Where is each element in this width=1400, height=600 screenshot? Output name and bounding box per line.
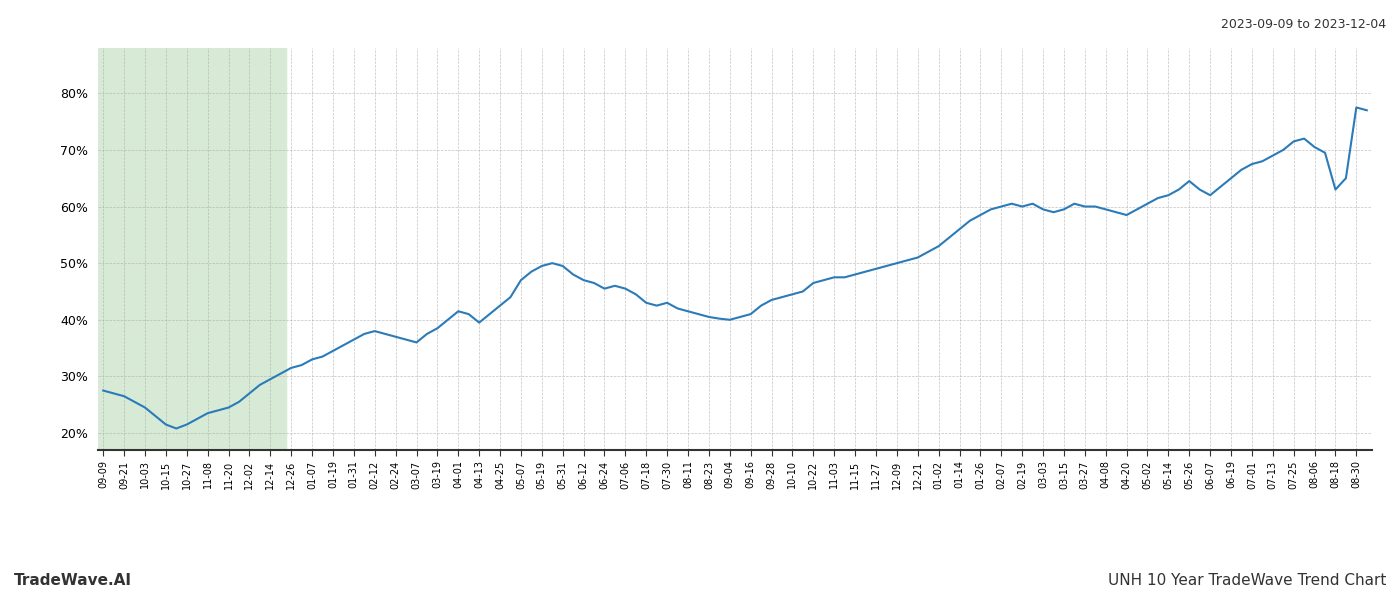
Text: TradeWave.AI: TradeWave.AI — [14, 573, 132, 588]
Text: UNH 10 Year TradeWave Trend Chart: UNH 10 Year TradeWave Trend Chart — [1107, 573, 1386, 588]
Bar — [98, 48, 286, 450]
Text: 2023-09-09 to 2023-12-04: 2023-09-09 to 2023-12-04 — [1221, 18, 1386, 31]
